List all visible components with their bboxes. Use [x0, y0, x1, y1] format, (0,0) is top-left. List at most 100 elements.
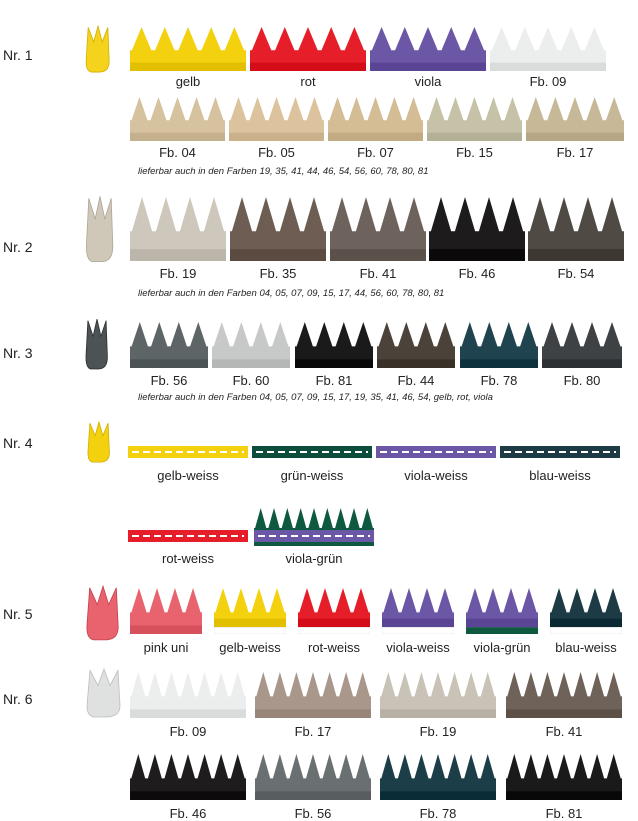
- comb-teeth: [328, 97, 423, 141]
- comb-body: [130, 359, 208, 368]
- comb-teeth: [550, 588, 622, 628]
- color-swatch: [130, 95, 225, 141]
- swatch-caption: Fb. 19: [159, 266, 197, 281]
- swatch-caption: viola-grün: [473, 640, 531, 655]
- comb-body: [214, 618, 286, 628]
- profile-shape: [86, 584, 119, 641]
- color-swatch: [130, 195, 226, 261]
- color-swatch: [429, 195, 525, 261]
- color-swatch: [328, 95, 423, 141]
- swatch-caption: Fb. 35: [259, 266, 297, 281]
- swatch-caption: Fb. 07: [357, 145, 394, 160]
- color-swatch: [376, 422, 496, 462]
- comb-teeth: [382, 588, 454, 628]
- color-swatch: [230, 195, 326, 261]
- swatch-caption: Fb. 54: [557, 266, 595, 281]
- swatch-caption: Fb. 17: [556, 145, 594, 160]
- availability-note: lieferbar auch in den Farben 04, 05, 07,…: [138, 288, 445, 299]
- comb-body: [490, 62, 606, 71]
- comb-base: [466, 627, 538, 634]
- color-swatch: [130, 752, 246, 800]
- color-swatch: [466, 586, 538, 634]
- color-swatch: [250, 25, 366, 71]
- section-label: Nr. 5: [3, 606, 33, 622]
- comb-body: [328, 132, 423, 141]
- swatch-caption: rot: [300, 74, 316, 89]
- comb-teeth: [370, 27, 486, 71]
- profile-image: [84, 584, 122, 641]
- comb-base: [214, 627, 286, 634]
- color-swatch: [130, 25, 246, 71]
- comb-teeth: [466, 588, 538, 628]
- comb-body: [526, 132, 624, 141]
- swatch-caption: blau-weiss: [555, 640, 617, 655]
- comb-teeth: [427, 97, 522, 141]
- swatch-caption: gelb-weiss: [219, 640, 281, 655]
- color-swatch: [128, 422, 248, 462]
- comb-teeth: [330, 197, 426, 261]
- comb-teeth: [460, 322, 538, 368]
- comb-body: [130, 791, 246, 800]
- comb-teeth: [130, 588, 202, 634]
- color-swatch: [214, 586, 286, 634]
- comb-teeth: [229, 97, 324, 141]
- color-swatch: [526, 95, 624, 141]
- comb-body: [427, 132, 522, 141]
- swatch-caption: Fb. 09: [169, 724, 207, 739]
- comb-body: [298, 618, 370, 628]
- swatch-caption: Fb. 15: [456, 145, 493, 160]
- swatch-caption: gelb-weiss: [157, 468, 219, 483]
- color-swatch: [212, 320, 290, 368]
- color-swatch: [528, 195, 624, 261]
- comb-teeth: [380, 672, 496, 718]
- comb-teeth: [526, 97, 624, 141]
- section-label: Nr. 2: [3, 239, 33, 255]
- section-label: Nr. 3: [3, 345, 33, 361]
- swatch-caption: Fb. 09: [529, 74, 567, 89]
- comb-teeth: [295, 322, 373, 368]
- comb-body: [212, 359, 290, 368]
- comb-body: [229, 132, 324, 141]
- availability-note: lieferbar auch in den Farben 19, 35, 41,…: [138, 166, 429, 177]
- comb-body: [466, 618, 538, 628]
- comb-body: [230, 249, 326, 261]
- comb-body: [330, 249, 426, 261]
- swatch-caption: viola-grün: [285, 551, 343, 566]
- comb-base: [382, 627, 454, 634]
- comb-teeth: [506, 754, 622, 800]
- comb-teeth: [528, 197, 624, 261]
- comb-teeth: [255, 754, 371, 800]
- color-swatch: [490, 25, 606, 71]
- comb-body: [130, 625, 202, 634]
- swatch-caption: grün-weiss: [280, 468, 344, 483]
- color-swatch: [128, 506, 248, 546]
- swatch-caption: Fb. 80: [563, 373, 601, 388]
- comb-teeth: [380, 754, 496, 800]
- color-swatch: [377, 320, 455, 368]
- swatch-caption: Fb. 41: [545, 724, 583, 739]
- comb-body: [295, 359, 373, 368]
- comb-teeth: [212, 322, 290, 368]
- color-swatch: [506, 670, 622, 718]
- color-swatch: [295, 320, 373, 368]
- comb-teeth: [214, 588, 286, 628]
- swatch-caption: viola-weiss: [404, 468, 468, 483]
- comb-body: [130, 709, 246, 718]
- color-swatch: [380, 670, 496, 718]
- profile-image: [86, 420, 112, 463]
- comb-body: [506, 709, 622, 718]
- profile-shape: [86, 196, 114, 263]
- profile-image: [84, 318, 110, 370]
- comb-body: [506, 791, 622, 800]
- color-swatch: [255, 752, 371, 800]
- comb-teeth: [298, 588, 370, 628]
- comb-body: [460, 359, 538, 368]
- comb-teeth: [255, 672, 371, 718]
- swatch-caption: Fb. 78: [480, 373, 518, 388]
- comb-body: [377, 359, 455, 368]
- swatch-caption: Fb. 46: [458, 266, 496, 281]
- comb-body: [380, 709, 496, 718]
- color-swatch: [460, 320, 538, 368]
- comb-body: [255, 791, 371, 800]
- comb-body: [429, 249, 525, 261]
